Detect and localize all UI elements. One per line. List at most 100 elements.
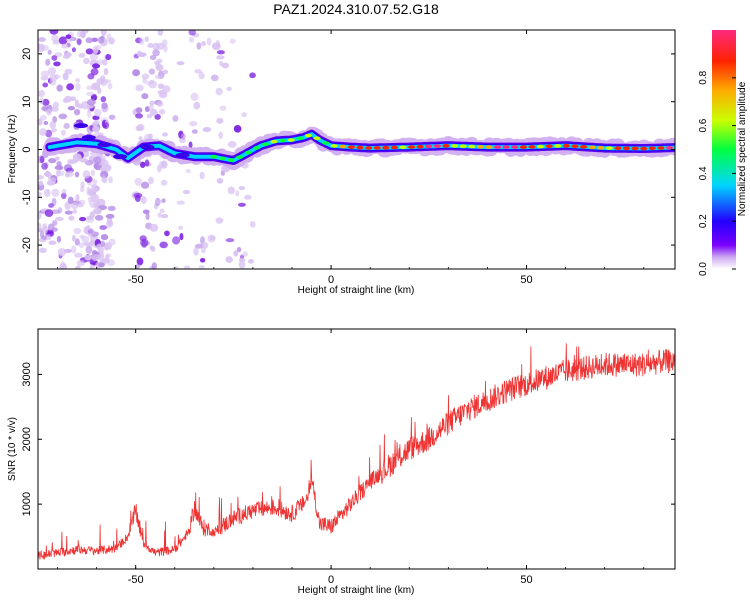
spectrogram-noise-blob: [100, 233, 109, 241]
spectrogram-noise-blob: [160, 160, 168, 169]
spectrogram-noise-blob: [179, 232, 184, 241]
spectrogram-noise-blob: [43, 171, 52, 177]
spectrogram-ridge-core: [433, 144, 441, 148]
spectrogram-noise-blob: [108, 176, 113, 184]
spectrogram-noise-blob: [87, 73, 95, 80]
spectrogram-noise-blob: [79, 216, 87, 222]
spectrogram-noise-blob: [52, 220, 58, 226]
spectrogram-noise-blob: [105, 213, 115, 219]
spectrogram-noise-blob: [159, 108, 166, 115]
spectrogram-noise-blob: [104, 243, 109, 251]
spectrogram-noise-blob: [39, 128, 47, 136]
spectrogram-noise-blob: [67, 196, 74, 205]
spectrogram-noise-blob: [176, 61, 185, 66]
spectrogram-noise-blob: [137, 123, 145, 132]
spectrogram-noise-blob: [38, 118, 43, 126]
spectrogram-noise-blob: [139, 37, 145, 46]
spectrogram-noise-blob: [47, 49, 52, 55]
spectrogram-noise-blob: [90, 169, 95, 177]
spectrogram-noise-blob: [136, 50, 143, 57]
spectrogram-noise-blob: [67, 105, 76, 111]
spectrogram-noise-blob: [38, 211, 42, 220]
spectrogram-noise-blob: [210, 74, 219, 82]
spectrogram-noise-blob: [40, 76, 49, 81]
spectrogram-noise-blob: [89, 240, 95, 247]
spectrogram-noise-blob: [191, 129, 198, 134]
spectrogram-noise-blob: [74, 171, 80, 178]
figure-title: PAZ1.2024.310.07.52.G18: [273, 1, 439, 17]
spectrogram-noise-blob: [108, 219, 114, 228]
spectrogram-noise-blob: [238, 186, 246, 191]
spectrogram-noise-blob: [42, 82, 49, 88]
spectrogram-noise-blob: [155, 199, 163, 204]
spectrogram-noise-blob: [148, 68, 156, 75]
spectrogram-noise-blob: [94, 214, 104, 221]
spectrogram-noise-blob: [54, 165, 64, 171]
spectrogram-noise-blob: [215, 40, 220, 47]
spectrogram-noise-blob: [103, 79, 112, 84]
spectrogram-noise-blob: [236, 246, 242, 253]
snr-x-tick-label: 50: [520, 574, 532, 586]
spectrogram-ridge-core: [227, 158, 235, 162]
spectrogram-ridge-core: [450, 144, 459, 148]
spectrogram-noise-blob: [89, 52, 99, 61]
spectrogram-ridge-core: [562, 143, 570, 148]
spectrogram-noise-blob: [56, 160, 62, 167]
spectrogram-ridge-core: [416, 144, 424, 149]
spectrogram-noise-blob: [56, 84, 63, 92]
spectrogram-noise-blob: [238, 260, 246, 269]
spectrogram-noise-blob: [139, 161, 146, 168]
spectrogram-noise-blob: [38, 180, 44, 186]
spectrogram-noise-blob: [107, 205, 116, 212]
spectrogram-noise-blob: [72, 209, 77, 214]
spectrogram-noise-blob: [147, 176, 154, 185]
spectrogram-ridge-core: [545, 144, 553, 149]
spectrogram-noise-blob: [244, 194, 252, 200]
spectrogram-noise-blob: [100, 30, 107, 37]
spectrogram-ridge-core: [330, 144, 338, 148]
spectrogram-noise-blob: [238, 257, 246, 263]
spectrogram-y-tick-label: 20: [21, 48, 33, 60]
spectrogram-noise-blob: [89, 264, 95, 269]
spectrogram-ridge-core: [485, 145, 493, 149]
spectrogram-noise-blob: [46, 108, 52, 116]
spectrogram-noise-blob: [216, 50, 225, 55]
spectrogram-noise-blob: [172, 115, 179, 122]
spectrogram-heat-layer: [38, 30, 675, 269]
spectrogram-noise-blob: [149, 79, 155, 85]
spectrogram-noise-blob: [41, 106, 49, 111]
spectrogram-noise-blob: [155, 62, 160, 70]
spectrogram-noise-blob: [103, 67, 109, 76]
spectrogram-noise-blob: [164, 230, 170, 237]
spectrogram-noise-blob: [133, 192, 143, 198]
spectrogram-strong-blob: [73, 123, 88, 129]
spectrogram-noise-blob: [100, 175, 107, 183]
spectrogram-noise-blob: [91, 254, 100, 262]
spectrogram-noise-blob: [200, 41, 206, 47]
spectrogram-noise-blob: [178, 225, 184, 231]
spectrogram-noise-blob: [92, 156, 102, 164]
spectrogram-noise-blob: [139, 235, 147, 242]
spectrogram-x-tick-label: -50: [128, 274, 144, 286]
spectrogram-noise-blob: [140, 181, 150, 189]
spectrogram-ridge-core: [605, 146, 613, 150]
spectrogram-noise-blob: [100, 75, 106, 81]
spectrogram-strong-blob: [113, 154, 128, 160]
spectrogram-ridge-core: [253, 146, 261, 150]
spectrogram-ridge-core: [588, 145, 596, 150]
spectrogram-noise-blob: [55, 216, 64, 221]
spectrogram-noise-blob: [101, 102, 108, 110]
spectrogram-noise-blob: [48, 158, 57, 164]
spectrogram-noise-blob: [48, 240, 57, 246]
spectrogram-noise-blob: [198, 72, 205, 80]
spectrogram-noise-blob: [75, 194, 80, 202]
spectrogram-ridge-core: [493, 145, 502, 149]
spectrogram-ridge-core: [382, 145, 390, 150]
colorbar-tick-label: 0.0: [698, 262, 709, 276]
spectrogram-noise-blob: [65, 34, 72, 39]
spectrogram-noise-blob: [38, 247, 47, 254]
spectrogram-ridge-core: [261, 142, 270, 147]
spectrogram-noise-blob: [225, 256, 233, 263]
spectrogram-noise-blob: [75, 78, 80, 83]
